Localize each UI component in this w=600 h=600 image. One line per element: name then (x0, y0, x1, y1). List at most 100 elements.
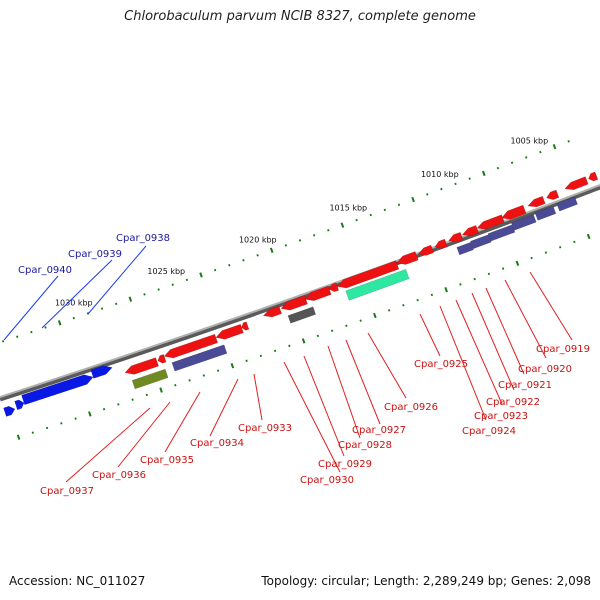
outer-tick (468, 177, 471, 180)
inner-tick (159, 387, 163, 393)
inner-tick (230, 363, 235, 369)
gene-label: Cpar_0936 (92, 470, 146, 481)
callout-line (471, 292, 515, 391)
gene-label: Cpar_0923 (474, 411, 528, 422)
callout-line (41, 259, 113, 329)
callout-line (117, 401, 171, 468)
gene-features (3, 171, 599, 417)
gene-label: Cpar_0920 (518, 364, 572, 375)
callout-line (485, 287, 525, 375)
inner-tick (515, 260, 520, 266)
outer-tick (454, 182, 457, 186)
gene-feature-red (434, 238, 448, 250)
inner-tick (416, 298, 419, 302)
genome-summary-text: Topology: circular; Length: 2,289,249 bp… (261, 574, 591, 588)
outer-tick (228, 263, 231, 267)
gene-feature-blue (90, 365, 113, 379)
inner-tick (88, 411, 92, 417)
gene-label: Cpar_0938 (116, 233, 170, 244)
gene-feature-red (262, 305, 282, 318)
gene-feature-red (501, 204, 527, 220)
inner-tick (245, 359, 248, 363)
gene-feature-red (417, 244, 435, 256)
gene-feature-red (448, 231, 464, 243)
tick-track-outer (1, 140, 570, 343)
inner-tick (45, 426, 49, 430)
callout-line (529, 271, 573, 341)
callout-line (504, 279, 547, 359)
callout-line (164, 391, 201, 453)
outer-tick (369, 213, 372, 217)
gene-feature-grey (287, 306, 316, 324)
inner-tick (145, 393, 149, 397)
scale-label: 1020 kbp (239, 236, 277, 245)
inner-tick (402, 303, 405, 307)
inner-tick (102, 407, 106, 411)
scale-label: 1010 kbp (421, 170, 459, 179)
gene-label: Cpar_0927 (352, 425, 406, 436)
inner-tick (359, 319, 362, 322)
outer-tick (57, 320, 62, 326)
outer-tick (242, 259, 245, 262)
inner-tick (216, 369, 220, 372)
gene-label: Cpar_0940 (18, 265, 72, 276)
gene-feature-red (124, 357, 159, 375)
outer-tick (128, 296, 133, 302)
scale-label: 1030 kbp (55, 298, 93, 307)
outer-tick (44, 326, 47, 329)
inner-tick (202, 374, 206, 377)
outer-tick (567, 140, 570, 143)
outer-tick (525, 156, 528, 159)
inner-tick (586, 233, 591, 240)
gene-feature-red (564, 176, 589, 190)
scale-label: 1025 kbp (147, 267, 185, 276)
outer-tick (199, 272, 203, 278)
inner-tick (573, 240, 576, 244)
inner-tick (316, 334, 320, 338)
outer-tick (256, 254, 259, 257)
gene-feature-blue (14, 399, 25, 411)
gene-feature-purple (534, 205, 557, 221)
inner-tick (530, 256, 533, 260)
outer-tick (426, 193, 429, 196)
outer-tick (213, 268, 217, 272)
gene-feature-green (345, 268, 410, 301)
gene-feature-red (280, 295, 308, 311)
gene-feature-red (527, 195, 546, 208)
gene-feature-red (546, 189, 560, 200)
callout-line (345, 339, 381, 425)
outer-tick (115, 302, 118, 306)
outer-tick (510, 161, 514, 165)
gene-feature-purple (511, 214, 537, 231)
outer-tick (355, 218, 358, 222)
outer-tick (72, 316, 75, 320)
gene-label: Cpar_0921 (498, 380, 552, 391)
outer-tick (496, 166, 500, 170)
callout-line (327, 345, 361, 439)
inner-tick (131, 398, 134, 401)
outer-tick (397, 203, 401, 206)
gene-label: Cpar_0919 (536, 344, 590, 355)
gene-label: Cpar_0925 (414, 359, 468, 370)
outer-tick (411, 196, 415, 203)
gene-label: Cpar_0939 (68, 249, 122, 260)
callout-line (253, 373, 263, 421)
inner-tick (487, 272, 491, 276)
callout-line (455, 299, 503, 405)
inner-tick (31, 431, 34, 434)
gene-label: Cpar_0924 (462, 426, 516, 437)
tick-track-inner (16, 233, 591, 440)
inner-tick (444, 286, 448, 293)
callout-line (367, 332, 407, 399)
inner-tick (301, 338, 306, 344)
gene-feature-purple (456, 241, 474, 256)
gene-feature-red (304, 285, 332, 301)
inner-tick (273, 349, 277, 353)
gene-label: Cpar_0934 (190, 438, 244, 449)
outer-tick (552, 144, 557, 150)
gene-label: Cpar_0930 (300, 475, 354, 486)
gene-label: Cpar_0928 (338, 440, 392, 451)
outer-tick (1, 340, 5, 343)
gene-feature-red (157, 354, 167, 364)
